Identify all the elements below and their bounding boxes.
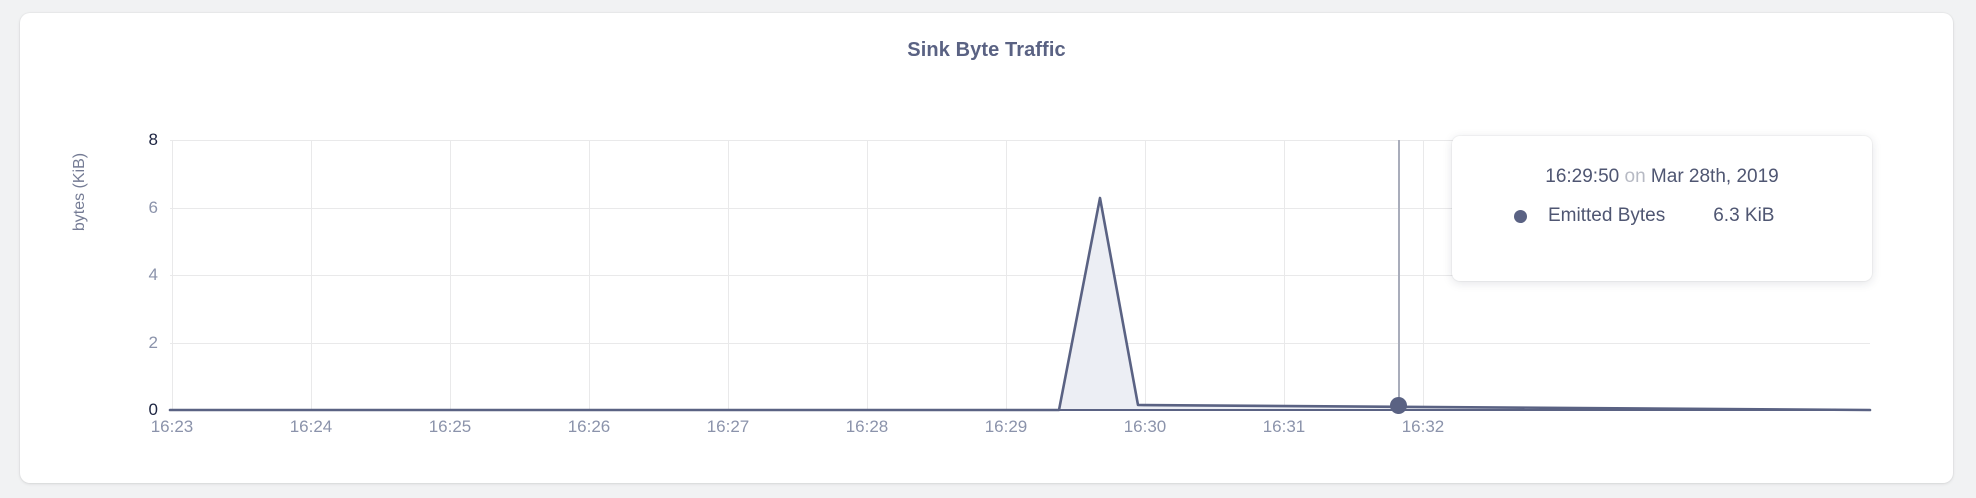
- tooltip-series-value: 6.3 KiB: [1713, 205, 1775, 226]
- chart-card: Sink Byte Traffic bytes (KiB) 8 6 4 2 0: [20, 13, 1953, 483]
- x-tick-label: 16:32: [1401, 417, 1445, 436]
- chart-tooltip: 16:29:50 on Mar 28th, 2019 Emitted Bytes…: [1452, 136, 1872, 281]
- x-tick-label: 16:29: [984, 417, 1028, 436]
- series-swatch-icon: [1514, 209, 1527, 223]
- y-tick-label: 8: [148, 130, 158, 149]
- gridline-vertical: [172, 140, 173, 410]
- tooltip-series-row: Emitted Bytes 6.3 KiB: [1486, 205, 1838, 227]
- gridline-vertical: [867, 140, 868, 410]
- x-axis-line: [170, 409, 1870, 411]
- gridline-vertical: [728, 140, 729, 410]
- tooltip-date: Mar 28th, 2019: [1650, 166, 1779, 187]
- x-tick-label: 16:31: [1262, 417, 1306, 436]
- tooltip-time: 16:29:50: [1545, 166, 1620, 187]
- gridline-vertical: [1006, 140, 1007, 410]
- crosshair-line: [1398, 140, 1400, 410]
- gridline-vertical: [311, 140, 312, 410]
- y-axis-tick-group: 8 6 4 2 0: [108, 130, 158, 419]
- gridline-vertical: [450, 140, 451, 410]
- y-tick-label: 4: [148, 265, 158, 284]
- x-tick-label: 16:28: [845, 417, 889, 436]
- y-tick-label: 2: [148, 332, 158, 352]
- gridline-vertical: [1145, 140, 1146, 410]
- gridline-vertical: [1423, 140, 1424, 410]
- x-tick-label: 16:26: [567, 417, 611, 436]
- x-axis-tick-group: 16:23 16:24 16:25 16:26 16:27 16:28 16:2…: [151, 417, 1870, 447]
- y-tick-label: 0: [148, 400, 158, 419]
- plot-wrapper: bytes (KiB) 8 6 4 2 0: [20, 13, 1953, 483]
- x-tick-label: 16:30: [1123, 417, 1167, 436]
- gridline-horizontal: [170, 342, 1870, 344]
- y-axis-title: bytes (KiB): [71, 152, 88, 232]
- y-tick-label: 6: [148, 197, 158, 217]
- x-tick-label: 16:25: [428, 417, 472, 436]
- x-tick-label: 16:27: [706, 417, 750, 436]
- gridline-horizontal: [170, 275, 1870, 276]
- tooltip-timestamp: 16:29:50 on Mar 28th, 2019: [1486, 166, 1838, 188]
- x-tick-label: 16:23: [150, 417, 194, 436]
- gridline-horizontal: [170, 140, 1870, 141]
- gridline-horizontal: [170, 207, 1870, 209]
- gridline-vertical: [1284, 140, 1285, 410]
- tooltip-connector: on: [1624, 166, 1646, 187]
- tooltip-series-name: Emitted Bytes: [1548, 205, 1666, 226]
- x-tick-label: 16:24: [289, 417, 333, 436]
- page-title: Sink Byte Traffic: [907, 39, 1066, 61]
- gridline-vertical: [589, 140, 590, 410]
